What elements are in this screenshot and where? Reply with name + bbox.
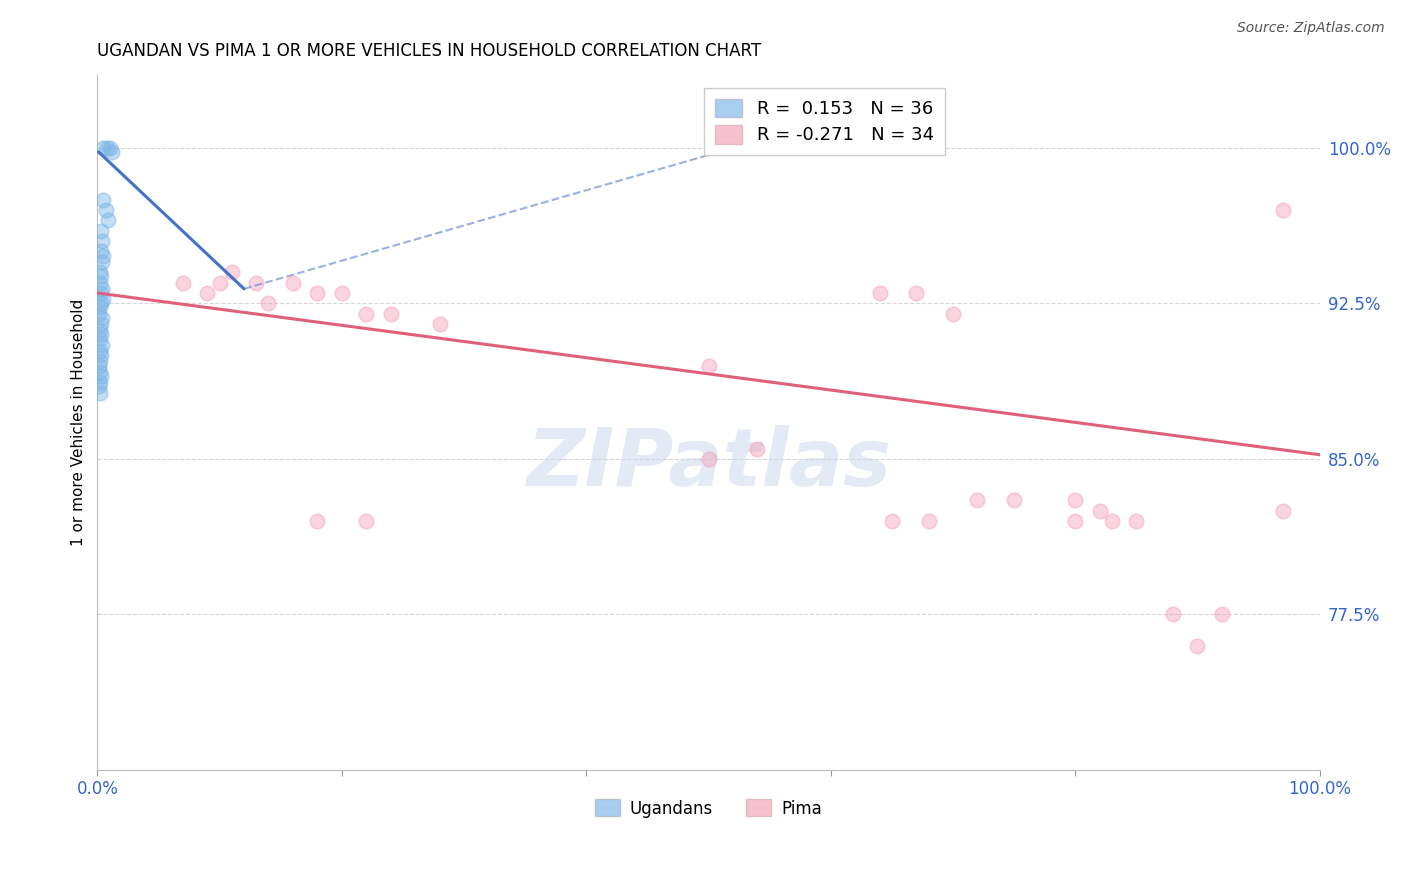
Point: [1187, 639, 1209, 653]
Point: [93, 292, 115, 306]
Point: [91, 310, 114, 325]
Point: [89, 354, 111, 368]
Point: [380, 307, 402, 321]
Point: [307, 285, 329, 300]
Point: [245, 276, 267, 290]
Point: [1272, 202, 1295, 217]
Point: [89, 385, 111, 400]
Point: [697, 359, 720, 373]
Point: [90, 368, 112, 383]
Point: [94, 202, 117, 217]
Point: [942, 307, 965, 321]
Point: [89, 265, 111, 279]
Point: [90, 285, 112, 300]
Text: ZIPatlas: ZIPatlas: [526, 425, 891, 503]
Point: [87, 379, 110, 393]
Point: [89, 323, 111, 337]
Point: [697, 451, 720, 466]
Point: [90, 244, 112, 259]
Point: [1211, 607, 1233, 622]
Point: [429, 317, 451, 331]
Point: [880, 514, 903, 528]
Point: [1064, 493, 1087, 508]
Point: [966, 493, 988, 508]
Point: [1088, 504, 1111, 518]
Point: [89, 301, 111, 315]
Point: [90, 296, 112, 310]
Point: [93, 249, 115, 263]
Point: [91, 338, 114, 352]
Point: [93, 193, 115, 207]
Point: [90, 269, 112, 284]
Point: [96, 141, 118, 155]
Point: [1002, 493, 1025, 508]
Point: [91, 234, 114, 248]
Point: [91, 282, 114, 296]
Point: [281, 276, 304, 290]
Point: [917, 514, 939, 528]
Point: [1125, 514, 1147, 528]
Point: [307, 514, 329, 528]
Point: [90, 348, 112, 362]
Point: [905, 285, 928, 300]
Point: [89, 332, 111, 346]
Y-axis label: 1 or more Vehicles in Household: 1 or more Vehicles in Household: [72, 299, 86, 546]
Point: [1161, 607, 1184, 622]
Point: [208, 276, 231, 290]
Point: [354, 307, 377, 321]
Point: [330, 285, 353, 300]
Point: [90, 327, 112, 342]
Text: UGANDAN VS PIMA 1 OR MORE VEHICLES IN HOUSEHOLD CORRELATION CHART: UGANDAN VS PIMA 1 OR MORE VEHICLES IN HO…: [97, 42, 762, 60]
Point: [87, 307, 110, 321]
Point: [89, 344, 111, 359]
Point: [90, 317, 112, 331]
Text: Source: ZipAtlas.com: Source: ZipAtlas.com: [1237, 21, 1385, 35]
Point: [91, 255, 114, 269]
Point: [89, 365, 111, 379]
Point: [1101, 514, 1123, 528]
Point: [1064, 514, 1087, 528]
Point: [98, 141, 121, 155]
Point: [89, 276, 111, 290]
Point: [221, 265, 243, 279]
Point: [869, 285, 891, 300]
Point: [93, 141, 115, 155]
Point: [87, 359, 110, 373]
Point: [97, 213, 120, 227]
Point: [195, 285, 218, 300]
Point: [354, 514, 377, 528]
Point: [89, 375, 111, 389]
Point: [90, 224, 112, 238]
Legend: Ugandans, Pima: Ugandans, Pima: [588, 793, 830, 824]
Point: [257, 296, 280, 310]
Point: [747, 442, 769, 456]
Point: [1272, 504, 1295, 518]
Point: [172, 276, 194, 290]
Point: [101, 145, 124, 159]
